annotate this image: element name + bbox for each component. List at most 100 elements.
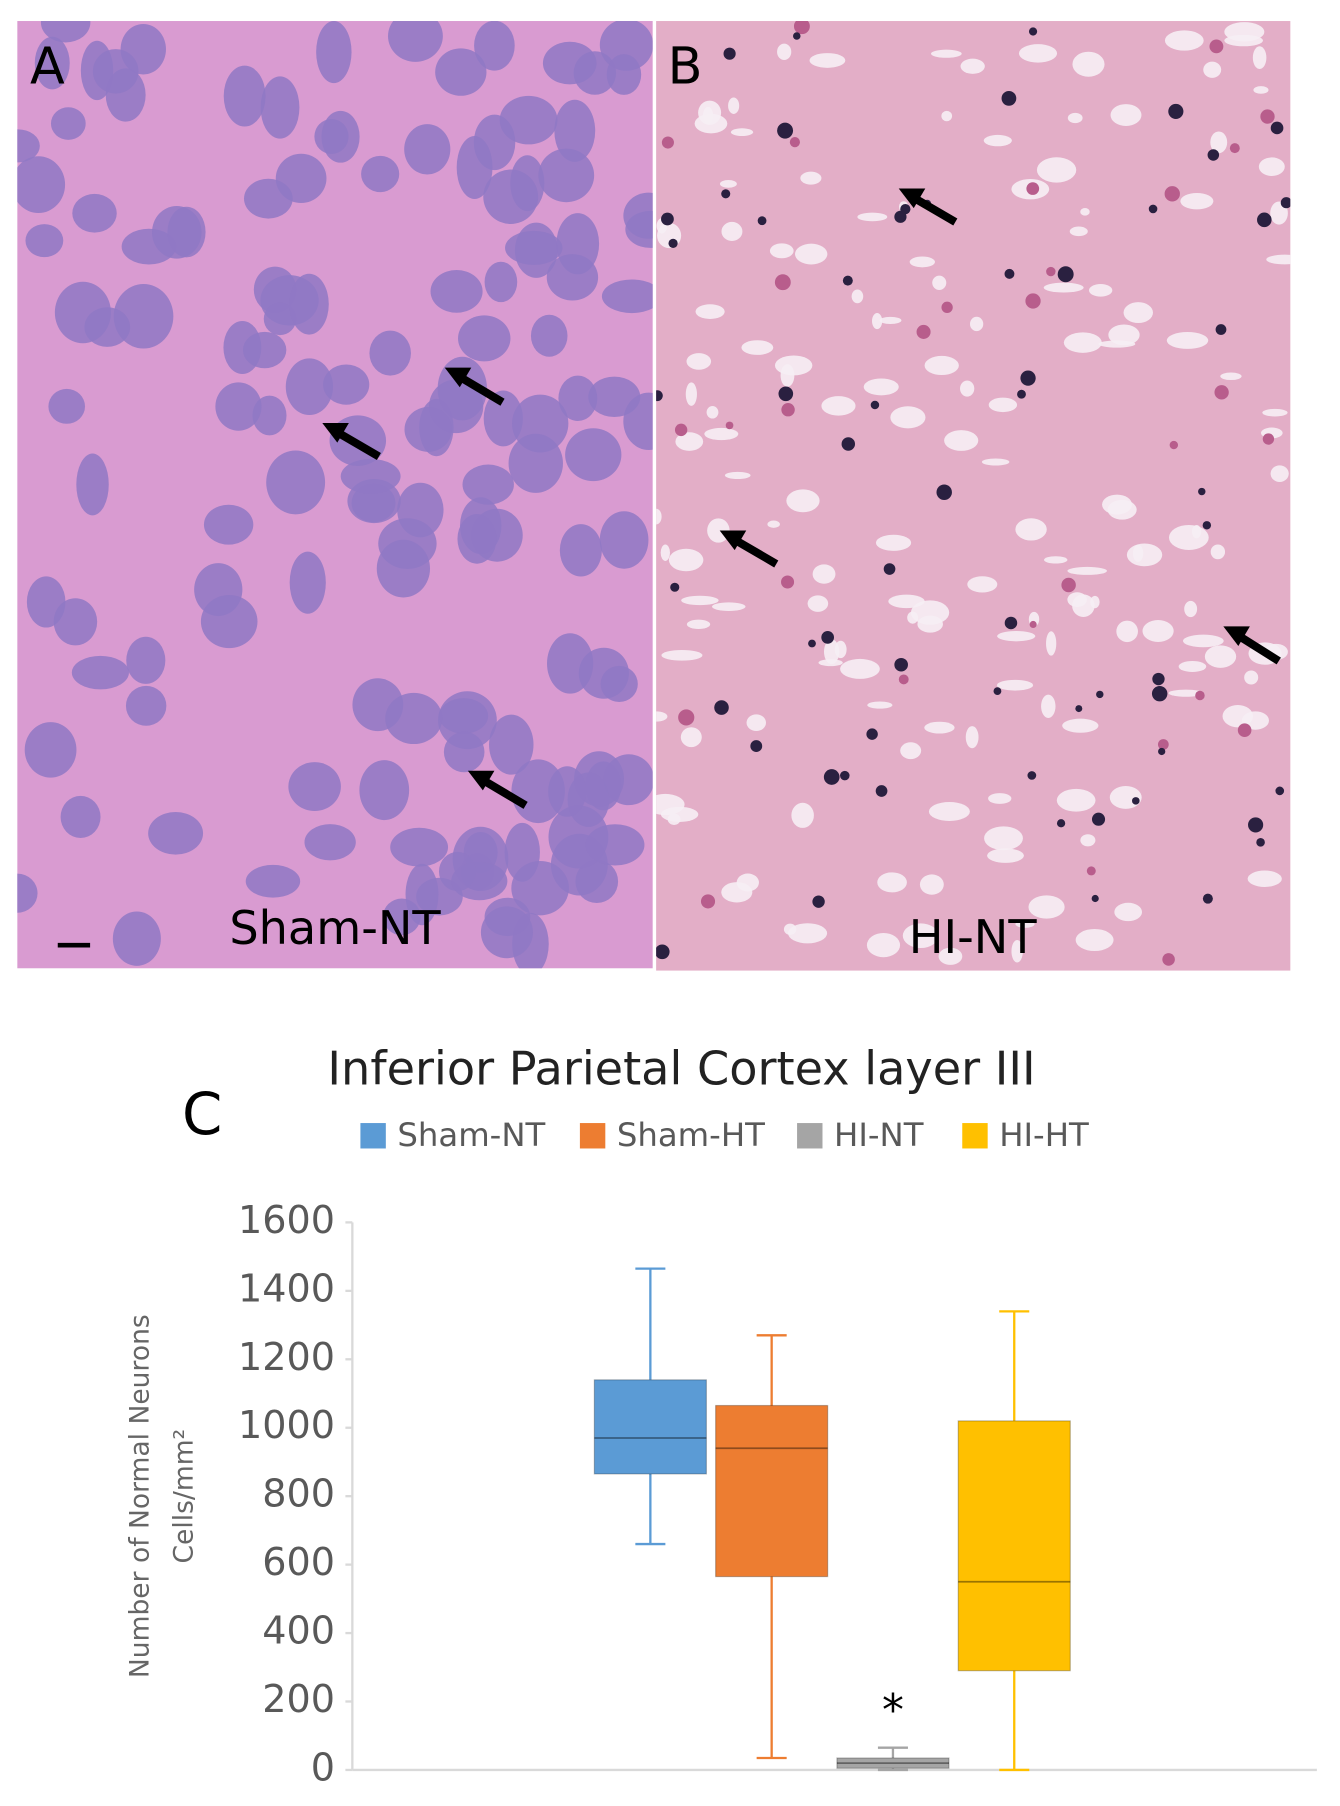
vacuole [1203,61,1222,78]
legend-label: HI-NT [834,1116,924,1154]
nucleus [1027,771,1037,780]
vacuole [924,355,959,376]
cell [200,594,258,649]
box [593,1379,707,1475]
nucleus [900,204,911,215]
nucleus [793,32,801,40]
vacuole [997,631,1036,642]
cell [151,205,202,259]
cell [323,364,370,405]
cell [242,331,287,369]
legend-label: Sham-HT [617,1116,765,1154]
nucleus [656,944,670,960]
nucleus [1057,266,1074,283]
nucleus [725,421,734,430]
vacuole [863,378,899,396]
y-tick-label: 800 [262,1472,335,1516]
vacuole [746,714,767,732]
nucleus [1257,212,1272,228]
vacuole [668,548,704,572]
vacuole [1222,704,1254,728]
cell [458,315,511,362]
vacuole [807,595,829,612]
vacuole [1072,51,1105,77]
cell [125,685,167,726]
cell [462,464,514,505]
cell [542,41,597,85]
vacuole [680,727,702,748]
vacuole [1080,207,1090,216]
vacuole [660,544,670,561]
vacuole [924,721,955,734]
nucleus [1207,149,1220,161]
arrows [322,188,1281,809]
vacuole [960,380,975,397]
vacuole [1110,104,1142,126]
nucleus [894,657,908,672]
vacuole [1056,788,1096,812]
vacuole [1180,192,1214,210]
vacuole [1015,518,1047,541]
cell [480,906,533,959]
cell [499,95,558,145]
nucleus [1162,953,1175,966]
vacuole [1252,46,1267,70]
cell [599,511,649,569]
vacuole [1270,465,1289,482]
cell [508,433,563,493]
cell [34,36,70,90]
vacuole [983,134,1012,147]
cell [24,722,77,778]
vacuole [1142,620,1174,642]
cell [547,633,594,694]
nucleus [781,403,795,417]
vacuole [1244,670,1259,685]
vacuole [1266,254,1291,265]
box [836,1757,950,1769]
vacuole [1102,494,1133,515]
cell [266,450,326,515]
legend-swatch [579,1123,606,1149]
panel-caption: HI-NT [909,910,1038,964]
y-tick-label: 1000 [238,1403,335,1447]
vacuole [944,430,979,451]
cell [585,824,645,866]
vacuole [1126,543,1163,567]
nucleus [993,687,1002,695]
vacuole [1046,631,1057,656]
cell [511,759,565,824]
cell [244,178,293,219]
y-tick-label: 1600 [238,1198,335,1242]
box [715,1404,829,1578]
vacuole [900,742,922,760]
y-tick-label: 1200 [238,1335,335,1379]
panel-label: A [30,37,65,96]
nucleus [1151,685,1168,702]
nucleus [841,437,856,451]
nucleus [789,137,800,148]
cell [623,192,653,239]
cells-a [17,21,653,969]
cell [554,99,596,162]
nucleus [1198,487,1206,496]
cell [245,864,301,898]
vacuole [907,611,919,624]
nucleus [714,700,729,715]
cell [215,382,262,431]
nucleus [1096,690,1104,699]
panel-caption: Sham-NT [229,901,441,955]
nucleus [656,390,663,402]
cell [50,107,86,140]
vacuole [902,923,939,949]
nucleus [883,563,896,575]
nucleus [1029,620,1037,629]
vacuole [786,489,820,513]
vacuole [871,312,883,330]
cell [359,760,410,821]
nucleus [1028,27,1038,36]
cell [601,279,653,314]
nucleus [941,301,953,313]
vacuole [965,726,979,749]
vacuole [809,53,846,68]
nucleus [1248,817,1264,833]
